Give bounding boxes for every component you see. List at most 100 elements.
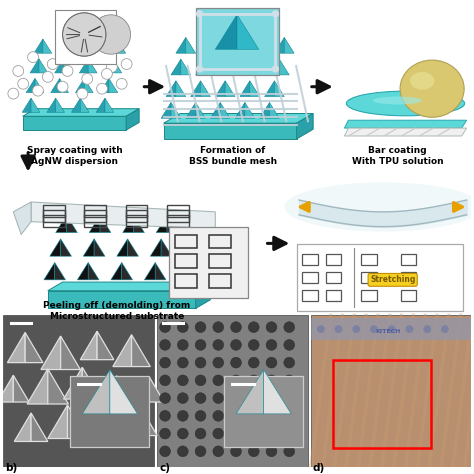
- Polygon shape: [105, 98, 114, 112]
- Polygon shape: [111, 263, 122, 280]
- Circle shape: [160, 410, 171, 421]
- Polygon shape: [260, 102, 270, 118]
- Polygon shape: [156, 215, 167, 233]
- Polygon shape: [25, 332, 43, 363]
- Bar: [361, 254, 377, 265]
- Polygon shape: [30, 59, 39, 73]
- Circle shape: [266, 357, 277, 368]
- Circle shape: [177, 357, 188, 368]
- Circle shape: [121, 59, 132, 70]
- Bar: [333, 360, 431, 448]
- Polygon shape: [80, 98, 89, 112]
- Polygon shape: [59, 39, 67, 53]
- Circle shape: [197, 11, 202, 17]
- Circle shape: [67, 46, 78, 57]
- Polygon shape: [123, 215, 134, 233]
- Circle shape: [213, 410, 224, 421]
- Bar: [126, 205, 147, 217]
- Bar: [126, 210, 147, 222]
- Circle shape: [160, 446, 171, 457]
- Circle shape: [248, 322, 259, 333]
- Polygon shape: [83, 39, 92, 53]
- Circle shape: [87, 54, 98, 64]
- Polygon shape: [83, 239, 94, 256]
- Circle shape: [230, 375, 241, 386]
- Bar: [210, 254, 231, 268]
- Polygon shape: [171, 59, 181, 75]
- Circle shape: [230, 410, 241, 421]
- Polygon shape: [67, 39, 76, 53]
- Bar: [167, 210, 189, 222]
- Circle shape: [441, 325, 449, 333]
- Polygon shape: [48, 291, 196, 309]
- Circle shape: [248, 392, 259, 403]
- Polygon shape: [235, 37, 245, 53]
- Circle shape: [177, 392, 188, 403]
- Text: c): c): [159, 463, 170, 473]
- Circle shape: [335, 325, 342, 333]
- Polygon shape: [270, 59, 279, 75]
- Circle shape: [248, 339, 259, 350]
- Text: Formation of
BSS bundle mesh: Formation of BSS bundle mesh: [189, 146, 277, 166]
- Bar: [361, 290, 377, 301]
- Circle shape: [195, 357, 206, 368]
- Circle shape: [266, 428, 277, 439]
- Circle shape: [177, 322, 188, 333]
- Text: Peeling off (demolding) from
Microstructured substrate: Peeling off (demolding) from Microstruct…: [43, 301, 191, 320]
- Polygon shape: [44, 263, 55, 280]
- Polygon shape: [0, 375, 13, 402]
- Circle shape: [42, 72, 53, 82]
- Circle shape: [177, 410, 188, 421]
- Circle shape: [101, 68, 112, 79]
- Bar: [326, 272, 341, 283]
- Polygon shape: [84, 78, 93, 92]
- Polygon shape: [43, 39, 52, 53]
- Polygon shape: [236, 370, 264, 414]
- Polygon shape: [34, 39, 43, 53]
- Bar: [302, 254, 318, 265]
- Circle shape: [160, 339, 171, 350]
- Circle shape: [107, 62, 117, 73]
- Circle shape: [63, 13, 106, 56]
- Circle shape: [273, 66, 278, 72]
- Bar: [401, 254, 416, 265]
- Circle shape: [266, 375, 277, 386]
- Bar: [84, 205, 106, 217]
- Circle shape: [213, 446, 224, 457]
- Circle shape: [195, 428, 206, 439]
- Circle shape: [273, 11, 278, 17]
- Polygon shape: [64, 367, 82, 399]
- Polygon shape: [164, 123, 297, 139]
- Circle shape: [284, 410, 295, 421]
- Polygon shape: [297, 113, 313, 139]
- Bar: [224, 376, 303, 447]
- Polygon shape: [220, 59, 230, 75]
- Text: Stretching: Stretching: [370, 275, 415, 284]
- Bar: [210, 235, 231, 248]
- Polygon shape: [205, 59, 215, 75]
- Ellipse shape: [346, 91, 465, 116]
- Polygon shape: [250, 81, 260, 97]
- Polygon shape: [122, 263, 133, 280]
- Circle shape: [116, 78, 127, 89]
- Circle shape: [248, 357, 259, 368]
- Bar: [401, 290, 416, 301]
- Circle shape: [160, 322, 171, 333]
- Text: Stretchable electrode: Stretchable electrode: [328, 301, 438, 310]
- Circle shape: [248, 375, 259, 386]
- Polygon shape: [220, 102, 230, 118]
- Polygon shape: [22, 98, 31, 112]
- Polygon shape: [196, 59, 205, 75]
- Polygon shape: [176, 37, 186, 53]
- Polygon shape: [264, 81, 274, 97]
- Polygon shape: [75, 78, 84, 92]
- Circle shape: [266, 339, 277, 350]
- Polygon shape: [201, 37, 210, 53]
- Ellipse shape: [373, 97, 422, 104]
- Bar: [84, 210, 106, 222]
- Polygon shape: [60, 78, 69, 92]
- Polygon shape: [26, 78, 35, 92]
- Polygon shape: [284, 37, 294, 53]
- Polygon shape: [108, 39, 117, 53]
- Circle shape: [388, 325, 396, 333]
